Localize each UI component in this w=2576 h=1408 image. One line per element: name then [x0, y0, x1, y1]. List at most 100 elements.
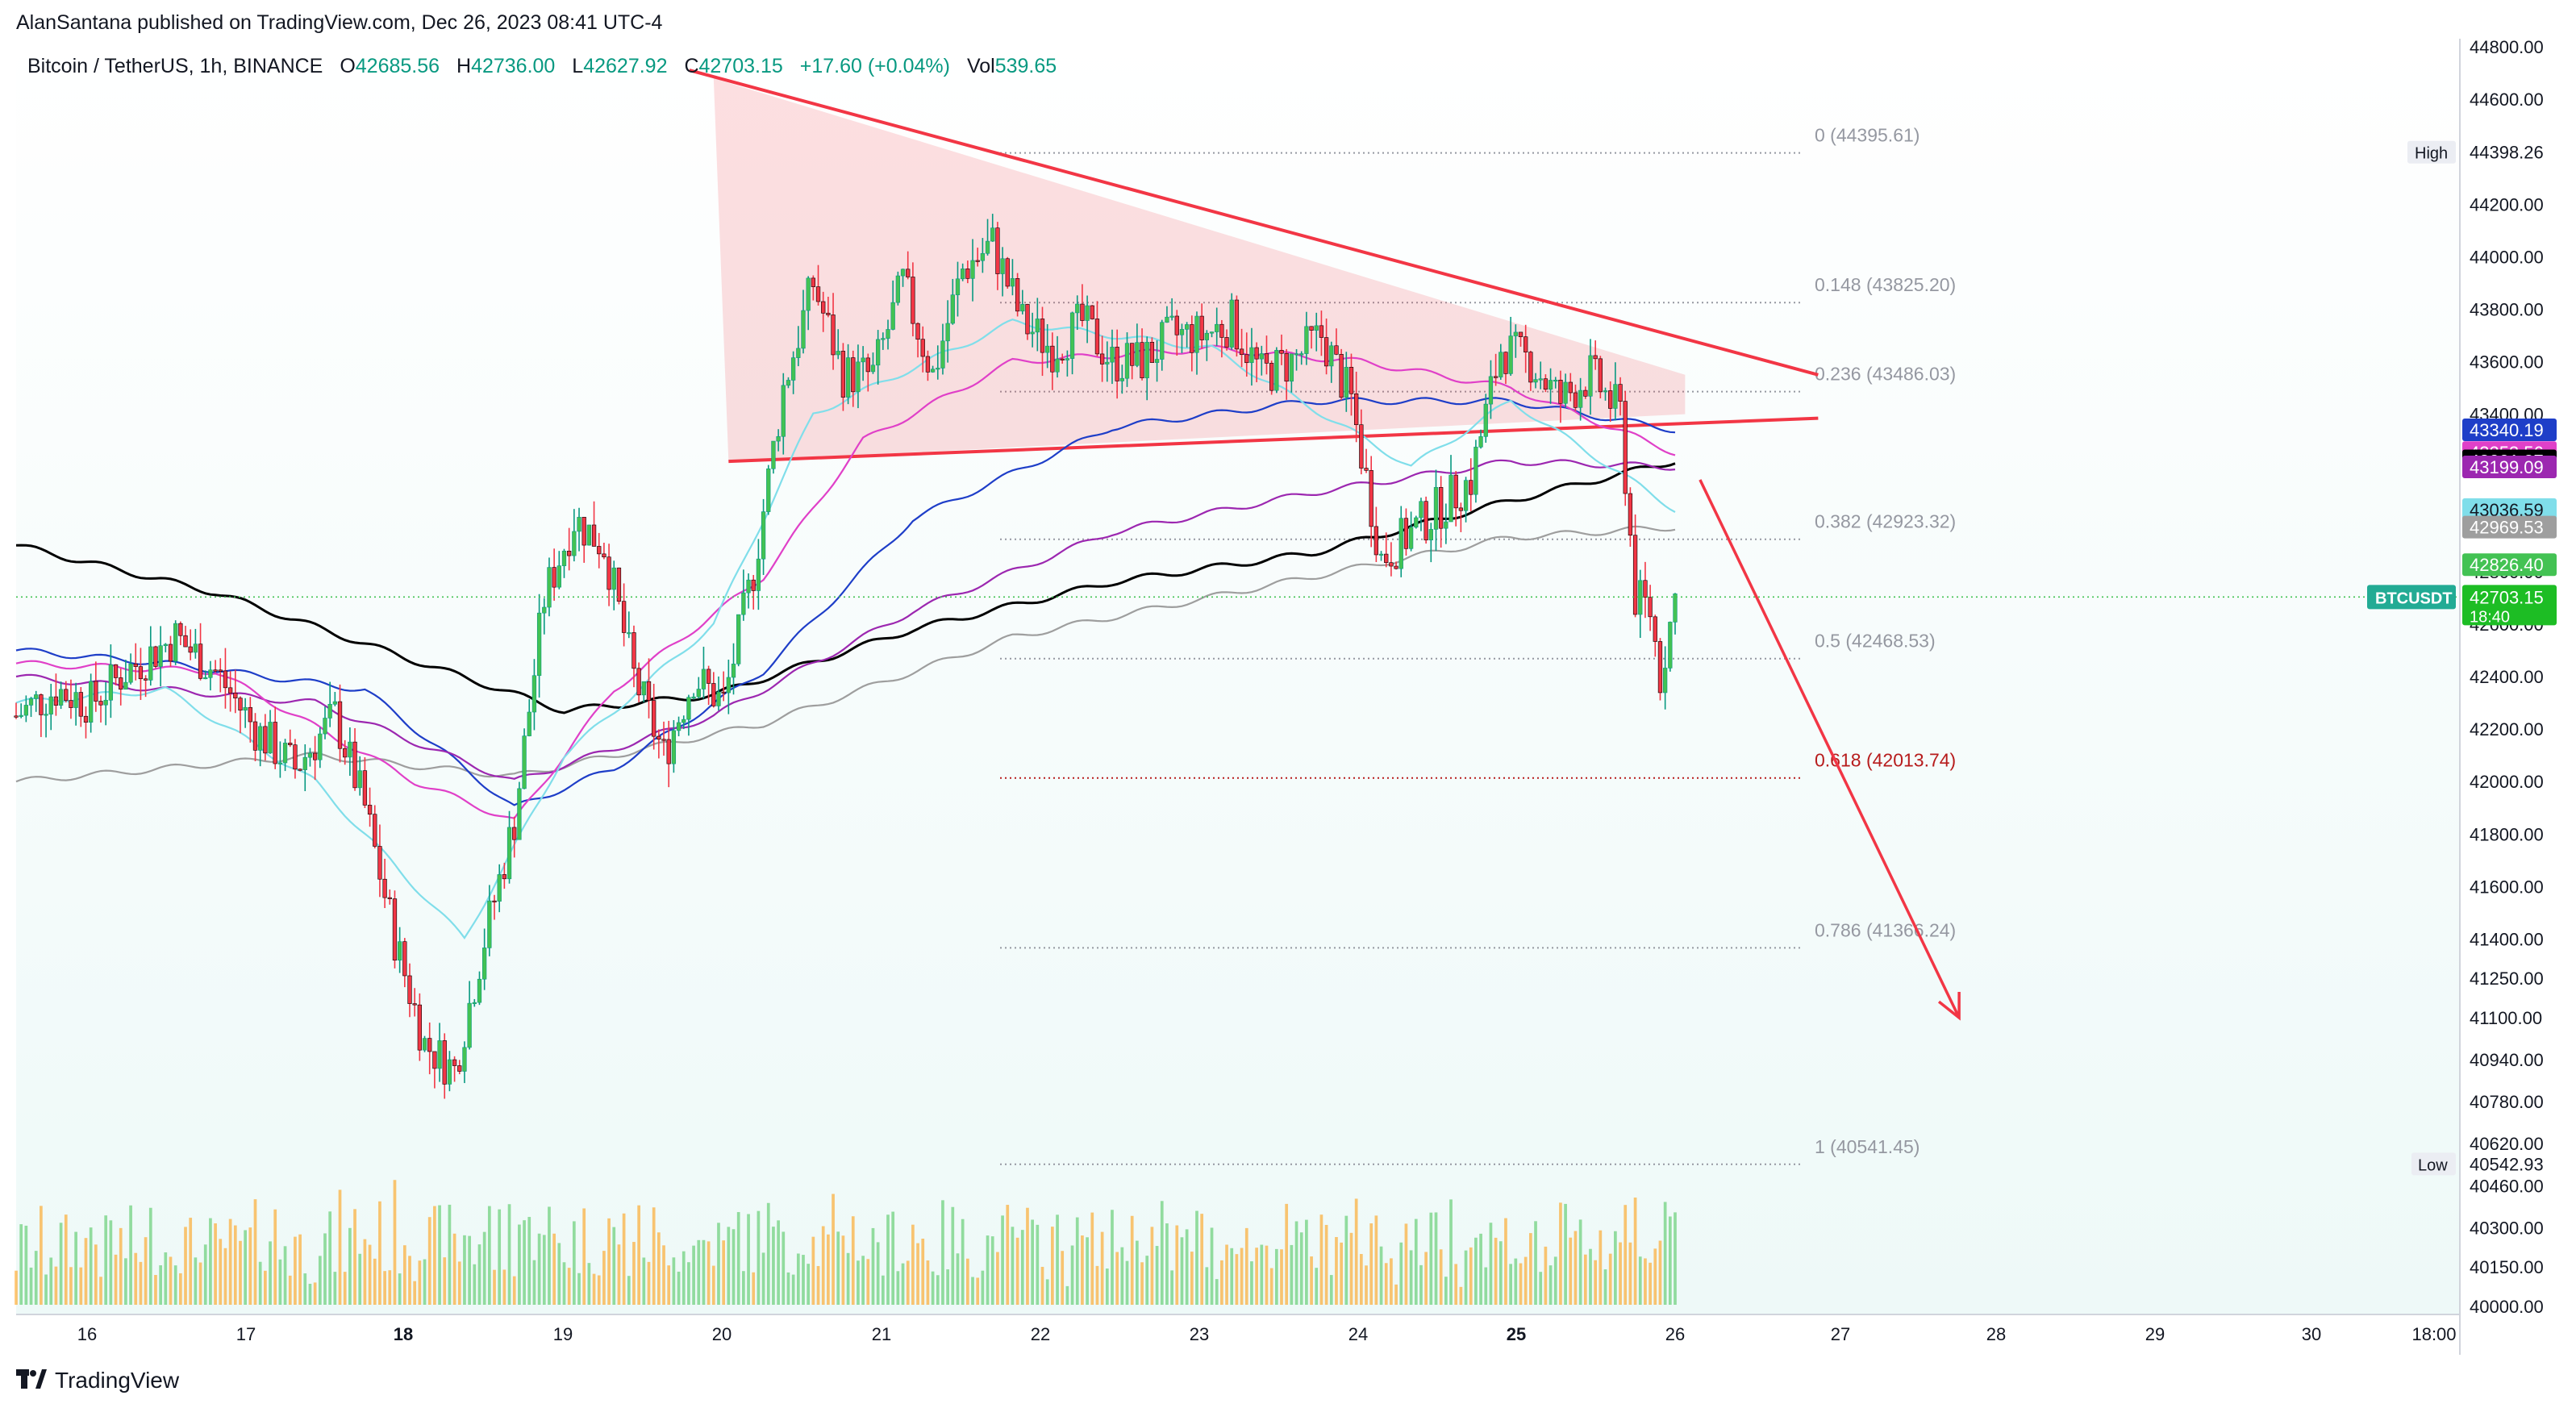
candle[interactable]	[512, 816, 517, 858]
candle[interactable]	[373, 805, 377, 849]
candle[interactable]	[821, 291, 826, 332]
candle[interactable]	[19, 703, 23, 719]
candle[interactable]	[282, 739, 288, 772]
candle[interactable]	[900, 269, 906, 287]
candle[interactable]	[1204, 330, 1209, 361]
candle[interactable]	[1035, 298, 1040, 352]
candle[interactable]	[1124, 332, 1130, 387]
candle[interactable]	[163, 643, 168, 652]
candle[interactable]	[831, 293, 836, 370]
candle[interactable]	[985, 219, 990, 256]
candle[interactable]	[128, 653, 133, 685]
candle[interactable]	[343, 739, 348, 765]
candle[interactable]	[1533, 373, 1538, 389]
candle[interactable]	[597, 532, 602, 569]
candle[interactable]	[851, 350, 856, 407]
candle[interactable]	[1398, 506, 1403, 577]
candle[interactable]	[781, 373, 786, 455]
candle[interactable]	[572, 509, 577, 562]
candle[interactable]	[367, 787, 373, 827]
candle[interactable]	[1323, 319, 1329, 375]
candle[interactable]	[258, 723, 263, 767]
triangle-upper-trendline[interactable]	[689, 69, 1819, 377]
candle[interactable]	[437, 1023, 442, 1082]
candle[interactable]	[1069, 311, 1075, 375]
candle[interactable]	[1075, 295, 1080, 331]
candle[interactable]	[701, 646, 707, 699]
candle[interactable]	[1215, 307, 1219, 346]
candle[interactable]	[497, 864, 502, 913]
candle[interactable]	[203, 670, 208, 680]
candle[interactable]	[193, 628, 198, 659]
candle[interactable]	[1478, 429, 1483, 449]
candle[interactable]	[711, 672, 716, 708]
candle[interactable]	[1289, 353, 1294, 393]
candle[interactable]	[736, 614, 741, 667]
candle[interactable]	[691, 693, 696, 700]
candle[interactable]	[407, 963, 412, 1018]
candle[interactable]	[686, 694, 691, 736]
candle[interactable]	[138, 648, 144, 701]
candle[interactable]	[1414, 515, 1419, 529]
candle[interactable]	[616, 567, 622, 605]
candle[interactable]	[318, 727, 323, 769]
candle[interactable]	[506, 810, 512, 884]
candle[interactable]	[1548, 368, 1553, 404]
candle[interactable]	[925, 350, 931, 381]
candle[interactable]	[482, 928, 487, 990]
candle[interactable]	[1428, 523, 1433, 563]
candle[interactable]	[751, 574, 756, 610]
candle[interactable]	[288, 729, 293, 748]
candle[interactable]	[44, 703, 48, 738]
candle[interactable]	[790, 351, 796, 394]
candle[interactable]	[1005, 256, 1010, 289]
candle[interactable]	[1135, 323, 1140, 368]
candle[interactable]	[1115, 329, 1119, 399]
projection-arrow-line[interactable]	[1699, 479, 1961, 1019]
candle[interactable]	[323, 706, 327, 739]
candle[interactable]	[1040, 306, 1045, 377]
candle[interactable]	[103, 681, 108, 726]
candle[interactable]	[502, 862, 507, 889]
candle[interactable]	[536, 594, 542, 698]
candle[interactable]	[1244, 332, 1249, 377]
candle[interactable]	[950, 278, 955, 325]
candle[interactable]	[522, 728, 527, 789]
candle[interactable]	[1119, 364, 1124, 394]
candle[interactable]	[756, 539, 761, 610]
candle[interactable]	[876, 330, 881, 385]
candle[interactable]	[1190, 315, 1194, 372]
candle[interactable]	[581, 516, 586, 563]
candle[interactable]	[268, 710, 273, 754]
candle[interactable]	[447, 1051, 452, 1092]
candle[interactable]	[1598, 356, 1603, 398]
candle[interactable]	[776, 429, 781, 452]
candle[interactable]	[1055, 335, 1060, 378]
candle[interactable]	[936, 345, 940, 380]
footer-brand[interactable]: TradingView	[16, 1368, 179, 1393]
candle[interactable]	[1563, 373, 1568, 407]
candle[interactable]	[58, 681, 64, 710]
candle[interactable]	[1657, 638, 1663, 701]
candle[interactable]	[641, 681, 646, 703]
candle[interactable]	[327, 681, 332, 727]
candle[interactable]	[23, 695, 29, 723]
candle[interactable]	[567, 527, 572, 571]
candle[interactable]	[886, 319, 890, 350]
candle[interactable]	[293, 739, 298, 779]
candle[interactable]	[392, 890, 398, 969]
candle[interactable]	[621, 583, 627, 647]
candle[interactable]	[1348, 353, 1354, 416]
candle[interactable]	[277, 741, 283, 778]
candle[interactable]	[382, 858, 387, 909]
candle[interactable]	[870, 352, 876, 374]
candle[interactable]	[1503, 351, 1508, 385]
candle[interactable]	[1648, 585, 1653, 631]
candle[interactable]	[1373, 506, 1379, 562]
candle[interactable]	[39, 694, 44, 737]
candle[interactable]	[726, 659, 731, 714]
candle[interactable]	[542, 598, 547, 635]
candle[interactable]	[531, 659, 537, 731]
candle[interactable]	[188, 629, 193, 660]
candle[interactable]	[108, 644, 114, 719]
